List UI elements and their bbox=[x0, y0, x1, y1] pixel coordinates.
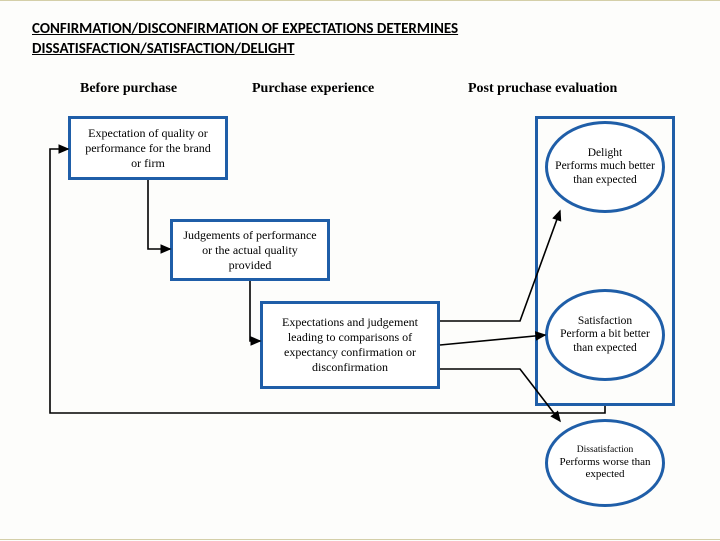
oval-delight: Delight Performs much better than expect… bbox=[545, 121, 665, 213]
page-title: CONFIRMATION/DISCONFIRMATION OF EXPECTAT… bbox=[32, 19, 458, 60]
box-comparison-text: Expectations and judgement leading to co… bbox=[271, 315, 429, 375]
oval-dissatisfaction-lead: Dissatisfaction bbox=[577, 445, 633, 456]
title-line2: DISSATISFACTION/SATISFACTION/DELIGHT bbox=[32, 40, 295, 58]
title-line1: CONFIRMATION/DISCONFIRMATION OF EXPECTAT… bbox=[32, 20, 458, 38]
arrow-expectation-judgements bbox=[148, 180, 170, 249]
oval-delight-rest: Performs much better than expected bbox=[552, 160, 658, 186]
box-expectation-text: Expectation of quality or performance fo… bbox=[79, 126, 217, 171]
arrow-judgements-comparison bbox=[250, 281, 260, 341]
box-comparison: Expectations and judgement leading to co… bbox=[260, 301, 440, 389]
box-judgements-text: Judgements of performance or the actual … bbox=[181, 228, 319, 273]
oval-delight-lead: Delight bbox=[588, 147, 623, 160]
box-judgements: Judgements of performance or the actual … bbox=[170, 219, 330, 281]
oval-satisfaction-rest: Perform a bit better than expected bbox=[552, 328, 658, 354]
header-post: Post pruchase evaluation bbox=[468, 81, 617, 97]
arrow-comparison-satisfaction bbox=[440, 335, 545, 345]
header-experience: Purchase experience bbox=[252, 81, 374, 97]
box-expectation: Expectation of quality or performance fo… bbox=[68, 116, 228, 180]
oval-satisfaction-lead: Satisfaction bbox=[578, 315, 632, 328]
oval-satisfaction: Satisfaction Perform a bit better than e… bbox=[545, 289, 665, 381]
header-before: Before purchase bbox=[80, 81, 177, 97]
oval-dissatisfaction-rest: Performs worse than expected bbox=[552, 456, 658, 481]
oval-dissatisfaction: Dissatisfaction Performs worse than expe… bbox=[545, 419, 665, 507]
